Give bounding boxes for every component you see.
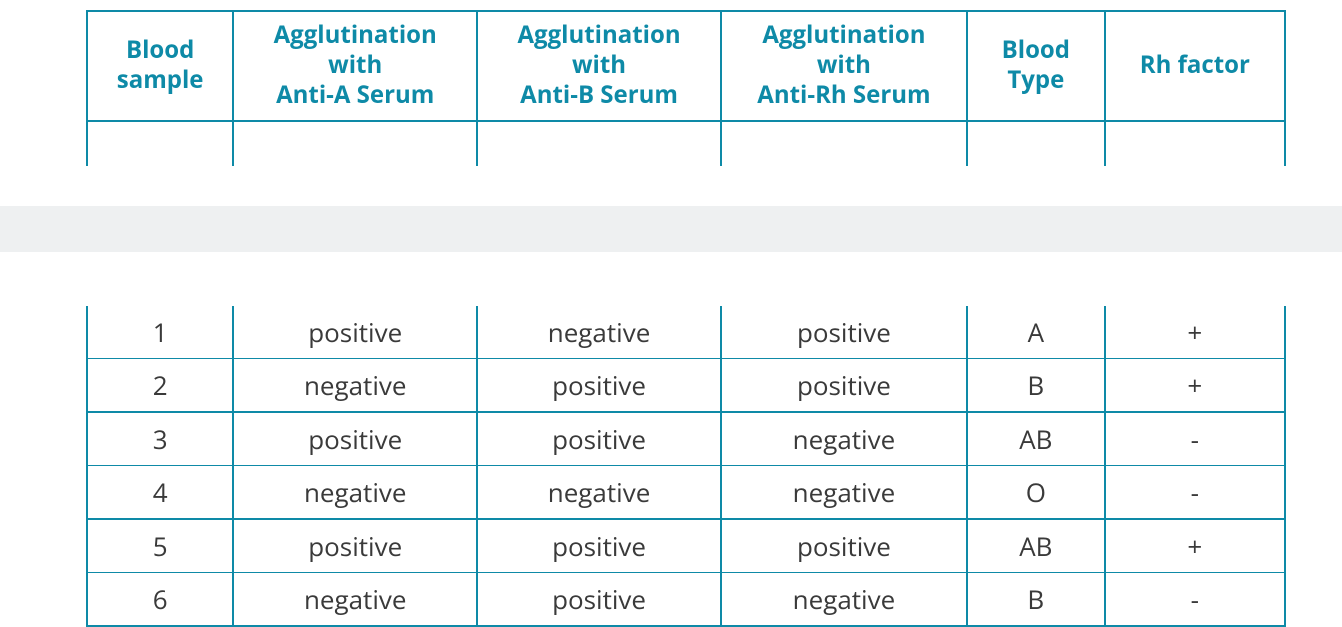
cell-blood-type: B [967, 573, 1105, 627]
table-row: 4 negative negative negative O - [87, 466, 1285, 520]
cell-anti-rh: negative [721, 573, 967, 627]
empty-cell [721, 121, 967, 166]
cell-anti-a: positive [233, 412, 477, 466]
cell-anti-a: positive [233, 306, 477, 359]
header-label: Agglutination [274, 18, 437, 51]
cell-anti-a: negative [233, 466, 477, 520]
table-row: 2 negative positive positive B + [87, 359, 1285, 413]
header-label: with [572, 48, 626, 81]
header-label: Agglutination [517, 18, 680, 51]
cell-anti-b: positive [477, 573, 721, 627]
cell-anti-a: negative [233, 573, 477, 627]
cell-anti-rh: positive [721, 519, 967, 573]
cell-anti-a: negative [233, 359, 477, 413]
cell-rh: - [1105, 573, 1285, 627]
header-table-wrap: Blood sample Agglutination with Anti-A S… [86, 10, 1286, 166]
header-label: Rh factor [1140, 48, 1250, 81]
empty-cell [87, 121, 233, 166]
separator-band [0, 206, 1342, 252]
cell-anti-rh: positive [721, 306, 967, 359]
table-row: 5 positive positive positive AB + [87, 519, 1285, 573]
empty-cell [477, 121, 721, 166]
data-table: 1 positive negative positive A + 2 negat… [86, 306, 1286, 627]
table-row: 3 positive positive negative AB - [87, 412, 1285, 466]
header-label: Blood [1002, 33, 1070, 66]
cell-sample: 2 [87, 359, 233, 413]
cell-sample: 6 [87, 573, 233, 627]
header-table: Blood sample Agglutination with Anti-A S… [86, 10, 1286, 166]
header-label: with [817, 48, 871, 81]
cell-rh: + [1105, 359, 1285, 413]
cell-blood-type: AB [967, 519, 1105, 573]
header-anti-rh: Agglutination with Anti-Rh Serum [721, 11, 967, 121]
cell-blood-type: O [967, 466, 1105, 520]
cell-anti-rh: negative [721, 466, 967, 520]
header-label: Anti-B Serum [520, 78, 678, 111]
header-label: Agglutination [762, 18, 925, 51]
cell-sample: 1 [87, 306, 233, 359]
cell-rh: + [1105, 519, 1285, 573]
cell-anti-b: positive [477, 359, 721, 413]
data-table-wrap: 1 positive negative positive A + 2 negat… [86, 306, 1286, 627]
header-label: Blood [126, 33, 194, 66]
cell-anti-a: positive [233, 519, 477, 573]
cell-blood-type: B [967, 359, 1105, 413]
header-row: Blood sample Agglutination with Anti-A S… [87, 11, 1285, 121]
cell-anti-b: negative [477, 306, 721, 359]
cell-anti-rh: positive [721, 359, 967, 413]
empty-cell [1105, 121, 1285, 166]
cell-anti-rh: negative [721, 412, 967, 466]
cell-sample: 4 [87, 466, 233, 520]
table-row: 1 positive negative positive A + [87, 306, 1285, 359]
header-label: sample [117, 63, 204, 96]
header-rh-factor: Rh factor [1105, 11, 1285, 121]
cell-rh: - [1105, 412, 1285, 466]
cell-sample: 5 [87, 519, 233, 573]
cell-rh: - [1105, 466, 1285, 520]
header-label: Type [1007, 63, 1064, 96]
cell-sample: 3 [87, 412, 233, 466]
cell-blood-type: AB [967, 412, 1105, 466]
header-label: Anti-Rh Serum [757, 78, 930, 111]
header-anti-a: Agglutination with Anti-A Serum [233, 11, 477, 121]
cell-anti-b: negative [477, 466, 721, 520]
empty-cell [233, 121, 477, 166]
cell-rh: + [1105, 306, 1285, 359]
table-row: 6 negative positive negative B - [87, 573, 1285, 627]
cell-anti-b: positive [477, 519, 721, 573]
cell-anti-b: positive [477, 412, 721, 466]
header-blood-type: Blood Type [967, 11, 1105, 121]
header-label: Anti-A Serum [276, 78, 434, 111]
empty-input-row [87, 121, 1285, 166]
header-label: with [328, 48, 382, 81]
cell-blood-type: A [967, 306, 1105, 359]
header-anti-b: Agglutination with Anti-B Serum [477, 11, 721, 121]
empty-cell [967, 121, 1105, 166]
header-blood-sample: Blood sample [87, 11, 233, 121]
